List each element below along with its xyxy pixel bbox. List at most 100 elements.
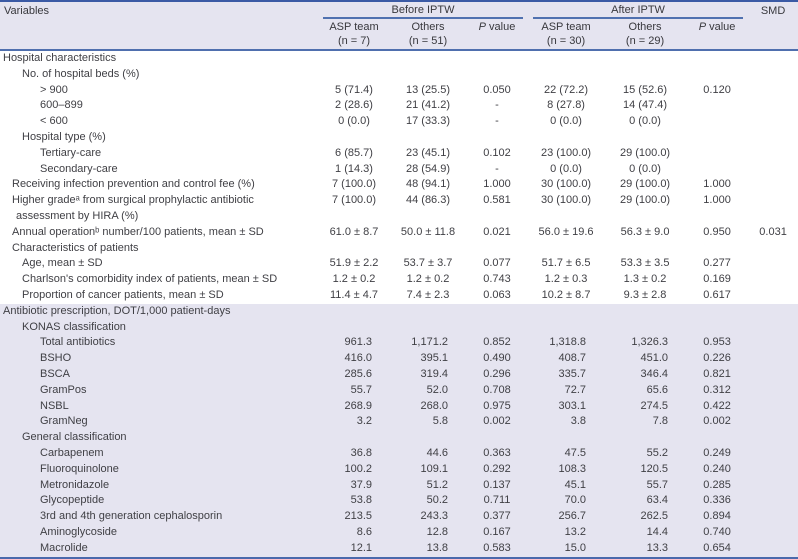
cell-smd	[748, 50, 798, 67]
row-label: NSBL	[0, 398, 318, 415]
cell-smd	[748, 241, 798, 257]
cell-smd	[748, 382, 798, 399]
cell-after-p: 0.169	[703, 273, 731, 286]
cell-after-others: 29 (100.0)	[619, 194, 671, 207]
cell-after-p	[686, 67, 748, 83]
cell-before-p: 0.296	[466, 366, 529, 383]
cell-before-asp: 5 (71.4)	[335, 83, 373, 96]
table-row: Antibiotic prescription, DOT/1,000 patie…	[0, 303, 798, 320]
cell-before-p: 0.077	[483, 257, 511, 270]
cell-after-p: 0.894	[686, 509, 749, 525]
cell-after-others: 29 (100.0)	[619, 178, 671, 191]
after-asp-team-n: (n = 30)	[546, 35, 586, 47]
cell-smd	[748, 414, 798, 431]
cell-smd	[748, 366, 798, 383]
after-p-italic: P	[698, 21, 707, 33]
cell-after-others: 63.4	[604, 493, 687, 510]
cell-after-asp: 303.1	[528, 398, 605, 415]
cell-before-p: 1.000	[483, 178, 511, 191]
row-label: Charlson's comorbidity index of patients…	[22, 273, 278, 286]
table-header: Variables Before IPTW After IPTW SMD ASP…	[0, 1, 798, 50]
variables-column-header: Variables	[4, 5, 50, 17]
cell-after-others	[604, 50, 686, 67]
table-row: Aminoglycoside 8.6 12.8 0.167 13.2 14.4 0.740	[0, 524, 798, 541]
cell-after-asp: 51.7 ± 6.5	[541, 257, 591, 270]
cell-before-asp: 36.8	[318, 445, 390, 462]
table-row: Charlson's comorbidity index of patients…	[0, 272, 798, 288]
cell-smd	[748, 430, 798, 446]
cell-smd	[748, 335, 798, 352]
cell-before-asp	[318, 67, 390, 83]
cell-after-p: 0.120	[703, 83, 731, 96]
cell-before-p	[466, 241, 528, 257]
table-row: Total antibiotics 961.3 1,171.2 0.852 1,318.…	[0, 335, 798, 352]
cell-before-asp: 213.5	[318, 509, 390, 525]
cell-before-asp	[318, 50, 390, 67]
cell-smd	[748, 177, 798, 193]
cell-after-asp: 23 (100.0)	[540, 146, 592, 159]
after-asp-team-label: ASP team	[541, 21, 591, 33]
cell-before-asp: 7 (100.0)	[331, 194, 377, 207]
cell-after-others: 0 (0.0)	[629, 162, 661, 175]
cell-before-asp: 53.8	[318, 493, 390, 510]
cell-after-p: 1.000	[703, 178, 731, 191]
cell-after-asp	[528, 430, 605, 446]
cell-after-others	[604, 319, 687, 336]
cell-after-p	[686, 303, 749, 320]
row-label: Fluoroquinolone	[0, 461, 318, 478]
table-row: KONAS classification	[0, 319, 798, 336]
cell-before-p	[466, 319, 529, 336]
cell-after-asp: 10.2 ± 8.7	[541, 288, 591, 301]
cell-after-asp: 22 (72.2)	[544, 83, 589, 96]
cell-after-others: 14 (47.4)	[623, 99, 668, 112]
cell-after-others: 1.3 ± 0.2	[623, 273, 667, 286]
cell-before-p: 0.102	[483, 146, 511, 159]
cell-after-asp: 335.7	[528, 366, 605, 383]
row-label: Receiving infection prevention and contr…	[12, 178, 255, 191]
table-row: 600–899 2 (28.6) 21 (41.2) - 8 (27.8) 14 (47.…	[0, 98, 798, 114]
cell-before-asp: 1 (14.3)	[335, 162, 373, 175]
cell-before-asp: 268.9	[318, 398, 390, 415]
table-row: No. of hospital beds (%)	[0, 67, 798, 83]
cell-before-asp	[318, 430, 390, 446]
group-header-row: Variables Before IPTW After IPTW SMD	[0, 1, 798, 19]
row-label: Characteristics of patients	[12, 241, 139, 254]
cell-before-p: 0.002	[466, 414, 529, 431]
cell-after-p: 0.312	[686, 382, 749, 399]
before-p-rest: value	[486, 21, 516, 33]
row-label: Age, mean ± SD	[22, 257, 103, 270]
cell-after-p	[686, 130, 748, 146]
cell-after-others	[604, 303, 687, 320]
cell-after-others: 346.4	[604, 366, 687, 383]
before-iptw-group-header: Before IPTW	[318, 1, 528, 19]
cell-after-asp	[528, 319, 605, 336]
cell-before-others: 395.1	[390, 351, 466, 367]
after-others-label: Others	[628, 21, 662, 33]
cell-before-p: 0.852	[466, 335, 529, 352]
cell-after-others: 13.3	[604, 540, 687, 559]
cell-after-others: 451.0	[604, 351, 687, 367]
cell-after-others	[604, 430, 687, 446]
row-label: Proportion of cancer patients, mean ± SD	[22, 288, 224, 301]
table-row: Characteristics of patients	[0, 241, 798, 257]
cell-smd: 0.031	[759, 225, 787, 238]
cell-after-asp	[528, 130, 604, 146]
cell-before-others: 7.4 ± 2.3	[406, 288, 450, 301]
row-label: GramPos	[0, 382, 318, 399]
cell-after-p: 1.000	[703, 194, 731, 207]
cell-before-asp: 0 (0.0)	[338, 115, 370, 128]
cell-smd	[748, 130, 798, 146]
table-row: Proportion of cancer patients, mean ± SD…	[0, 288, 798, 304]
cell-after-asp: 1.2 ± 0.3	[544, 273, 588, 286]
cell-after-asp: 13.2	[528, 524, 605, 541]
cell-smd	[748, 256, 798, 272]
table-row: BSHO 416.0 395.1 0.490 408.7 451.0 0.226	[0, 351, 798, 367]
cell-before-p	[466, 130, 528, 146]
table-row: Macrolide 12.1 13.8 0.583 15.0 13.3 0.654	[0, 540, 798, 559]
cell-after-others	[604, 241, 686, 257]
cell-after-asp: 0 (0.0)	[550, 162, 582, 175]
cell-after-asp: 1,318.8	[528, 335, 605, 352]
cell-after-asp: 30 (100.0)	[540, 194, 592, 207]
cell-after-others: 262.5	[604, 509, 687, 525]
